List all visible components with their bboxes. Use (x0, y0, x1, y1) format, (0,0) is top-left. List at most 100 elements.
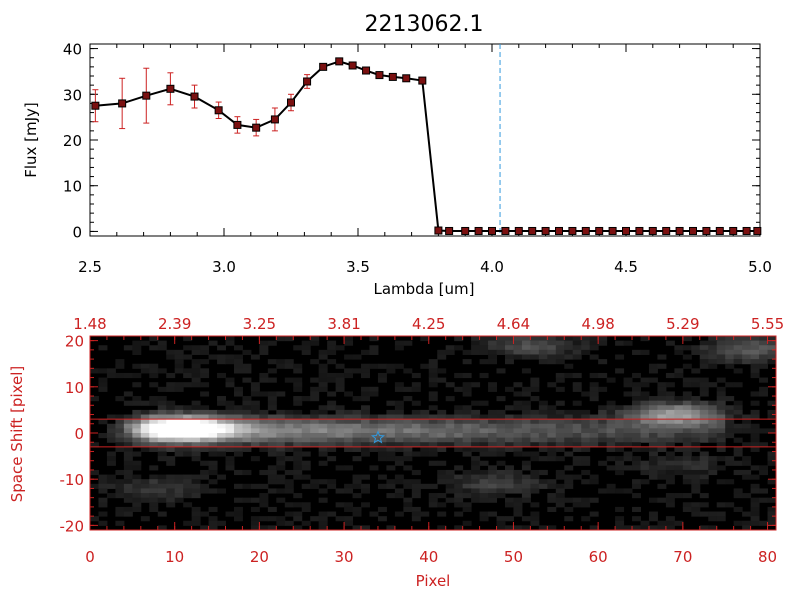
heatmap-cell (691, 396, 701, 402)
heatmap-cell (657, 465, 667, 471)
heatmap-cell (428, 493, 438, 499)
heatmap-cell (538, 354, 548, 360)
heatmap-cell (648, 405, 658, 411)
heatmap-cell (394, 442, 404, 448)
heatmap-cell (479, 493, 489, 499)
heatmap-cell (200, 474, 210, 480)
heatmap-cell (691, 502, 701, 508)
heatmap-cell (217, 396, 227, 402)
heatmap-cell (428, 502, 438, 508)
heatmap-cell (496, 345, 506, 351)
heatmap-cell (428, 414, 438, 420)
heatmap-cell (428, 368, 438, 374)
heatmap-cell (411, 400, 421, 406)
heatmap-cell (674, 419, 684, 425)
heatmap-cell (513, 405, 523, 411)
heatmap-cell (98, 483, 108, 489)
heatmap-cell (123, 423, 133, 429)
heatmap-cell (437, 502, 447, 508)
heatmap-cell (513, 340, 523, 346)
heatmap-cell (589, 442, 599, 448)
heatmap-cell (572, 502, 582, 508)
heatmap-cell (504, 479, 514, 485)
heatmap-cell (208, 442, 218, 448)
x-tick-label: 20 (250, 548, 269, 566)
heatmap-cell (352, 483, 362, 489)
heatmap-cell (648, 437, 658, 443)
heatmap-cell (208, 451, 218, 457)
heatmap-cell (200, 382, 210, 388)
heatmap-cell (149, 423, 159, 429)
heatmap-cell (344, 502, 354, 508)
heatmap-cell (352, 506, 362, 513)
heatmap-cell (403, 423, 413, 429)
heatmap-cell (386, 428, 396, 434)
heatmap-cell (530, 349, 540, 355)
heatmap-cell (615, 442, 625, 448)
heatmap-cell (632, 525, 641, 531)
heatmap-cell (420, 511, 430, 517)
heatmap-cell (335, 442, 345, 448)
heatmap-cell (445, 433, 455, 439)
heatmap-cell (691, 437, 701, 443)
heatmap-cell (725, 345, 735, 351)
heatmap-cell (267, 419, 277, 425)
heatmap-cell (513, 345, 523, 351)
heatmap-cell (623, 456, 633, 462)
heatmap-cell (98, 488, 108, 494)
heatmap-cell (157, 423, 167, 429)
heatmap-cell (564, 419, 574, 425)
data-point (319, 62, 328, 71)
heatmap-cell (572, 428, 582, 434)
heatmap-cell (716, 433, 726, 439)
heatmap-cell (699, 423, 709, 429)
heatmap-cell (386, 456, 396, 462)
heatmap-cell (183, 368, 193, 374)
heatmap-cell (513, 497, 523, 503)
heatmap-cell (581, 423, 591, 429)
heatmap-cell (132, 493, 142, 499)
heatmap-cell (555, 423, 565, 429)
heatmap-cell (589, 419, 599, 425)
heatmap-cell (293, 368, 303, 374)
heatmap-cell (471, 419, 481, 425)
heatmap-cell (648, 396, 658, 402)
heatmap-cell (369, 386, 379, 392)
heatmap-cell (327, 442, 337, 448)
heatmap-cell (174, 428, 184, 434)
y-tick-label: 30 (63, 86, 82, 104)
heatmap-cell (140, 516, 150, 522)
heatmap-cell (471, 409, 481, 416)
heatmap-cell (327, 446, 337, 452)
heatmap-cell (572, 345, 582, 351)
heatmap-cell (250, 400, 260, 406)
heatmap-cell (725, 354, 735, 360)
heatmap-cell (233, 483, 243, 489)
heatmap-cell (632, 446, 641, 452)
heatmap-cell (708, 433, 718, 439)
heatmap-cell (377, 377, 387, 383)
heatmap-cell (513, 451, 523, 457)
heatmap-cell (454, 488, 464, 494)
heatmap-cell (174, 368, 184, 374)
heatmap-cell (759, 442, 769, 448)
heatmap-cell (648, 511, 658, 517)
heatmap-cell (471, 428, 481, 434)
heatmap-cell (454, 511, 464, 517)
heatmap-cell (267, 414, 277, 420)
heatmap-cell (589, 336, 599, 342)
heatmap-cell (327, 405, 337, 411)
heatmap-cell (716, 419, 726, 425)
heatmap-cell (352, 409, 362, 416)
heatmap-cell (682, 354, 692, 360)
heatmap-cell (615, 414, 625, 420)
heatmap-cell (335, 386, 345, 392)
heatmap-cell (191, 437, 201, 443)
heatmap-cell (293, 446, 303, 452)
heatmap-cell (479, 419, 489, 425)
heatmap-cell (284, 377, 294, 383)
heatmap-cell (657, 428, 667, 434)
heatmap-cell (428, 405, 438, 411)
heatmap-cell (115, 493, 125, 499)
heatmap-cell (157, 488, 167, 494)
